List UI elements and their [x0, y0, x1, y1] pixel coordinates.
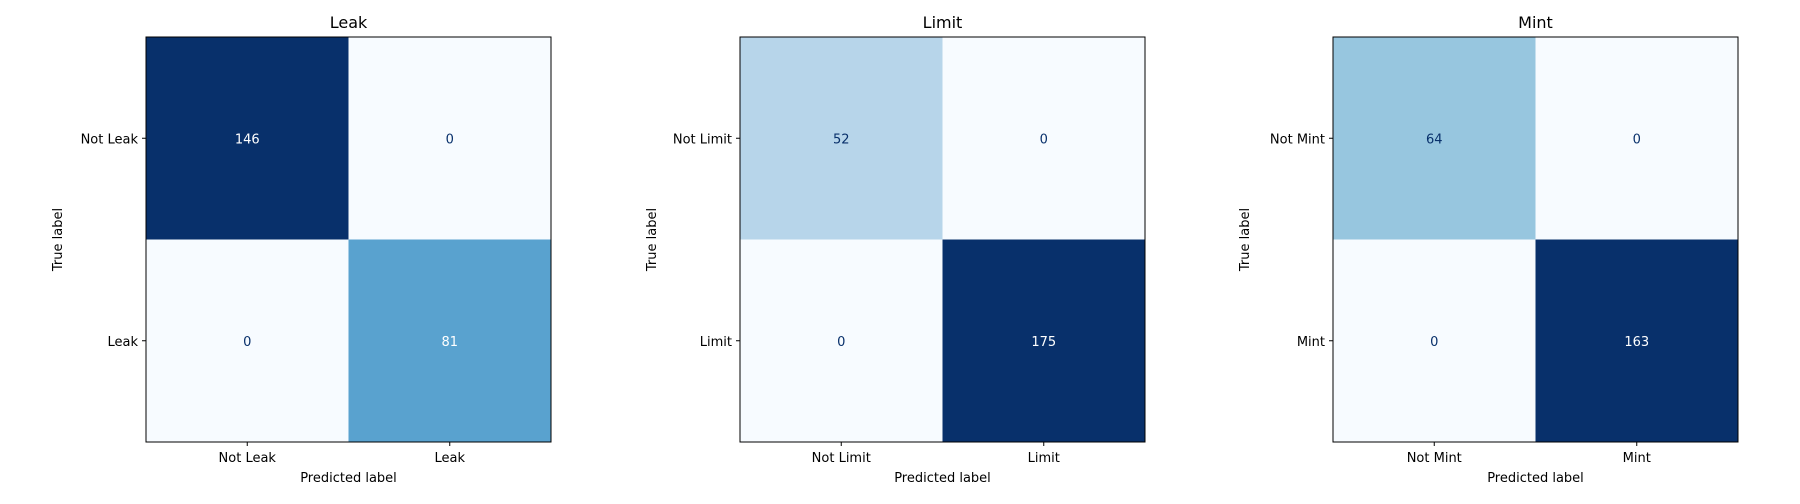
x-axis-label: Predicted label [300, 471, 397, 486]
cell-value-label: 0 [1430, 335, 1438, 350]
matrix-cell [146, 239, 349, 442]
y-axis-label: True label [51, 208, 66, 272]
matrix-cell [942, 37, 1145, 240]
y-tick-label: Leak [107, 335, 138, 350]
chart-title: Limit [923, 13, 963, 32]
x-tick-label: Leak [434, 451, 465, 466]
matrix-cell [942, 239, 1145, 442]
matrix-cell [348, 37, 551, 240]
cell-value-label: 163 [1624, 335, 1649, 350]
y-axis-label: True label [645, 208, 660, 272]
matrix-cell [1535, 239, 1738, 442]
cell-value-label: 52 [833, 132, 850, 147]
x-tick-label: Limit [1028, 451, 1060, 466]
x-tick-label: Not Leak [219, 451, 277, 466]
axes-frame [1332, 36, 1739, 443]
matrix-cell [740, 37, 943, 240]
cell-value-label: 146 [235, 132, 260, 147]
y-tick-label: Mint [1297, 335, 1325, 350]
x-axis-label: Predicted label [894, 471, 991, 486]
x-tick-label: Not Mint [1407, 451, 1462, 466]
cell-value-label: 64 [1426, 132, 1443, 147]
cell-value-label: 81 [441, 335, 458, 350]
y-axis-label: True label [1238, 208, 1253, 272]
x-axis-label: Predicted label [1487, 471, 1584, 486]
y-tick-label: Limit [700, 335, 732, 350]
axes-frame [145, 36, 552, 443]
axes-frame [739, 36, 1146, 443]
confusion-matrix-2: 64 0 0 163 Mint Not Mint Mint Not Mint Mint Predi… [1238, 13, 1739, 486]
cell-value-label: 0 [837, 335, 845, 350]
matrix-cell [146, 37, 349, 240]
y-tick-label: Not Leak [81, 132, 139, 147]
chart-title: Leak [330, 13, 368, 32]
matrix-cell [1535, 37, 1738, 240]
cell-value-label: 0 [446, 132, 454, 147]
confusion-matrix-1: 52 0 0 175 Limit Not Limit Limit Not Limit Limit… [645, 13, 1146, 486]
cell-value-label: 0 [243, 335, 251, 350]
cell-value-label: 0 [1040, 132, 1048, 147]
x-tick-label: Mint [1623, 451, 1651, 466]
confusion-matrix-0: 146 0 0 81 Leak Not Leak Leak Not Leak Leak Predi… [51, 13, 552, 486]
y-tick-label: Not Limit [673, 132, 732, 147]
matrix-cell [740, 239, 943, 442]
x-tick-label: Not Limit [812, 451, 871, 466]
cell-value-label: 0 [1633, 132, 1641, 147]
matrix-cell [1333, 239, 1536, 442]
chart-title: Mint [1518, 13, 1553, 32]
matrix-cell [1333, 37, 1536, 240]
cell-value-label: 175 [1031, 335, 1056, 350]
y-tick-label: Not Mint [1270, 132, 1325, 147]
matrix-cell [348, 239, 551, 442]
